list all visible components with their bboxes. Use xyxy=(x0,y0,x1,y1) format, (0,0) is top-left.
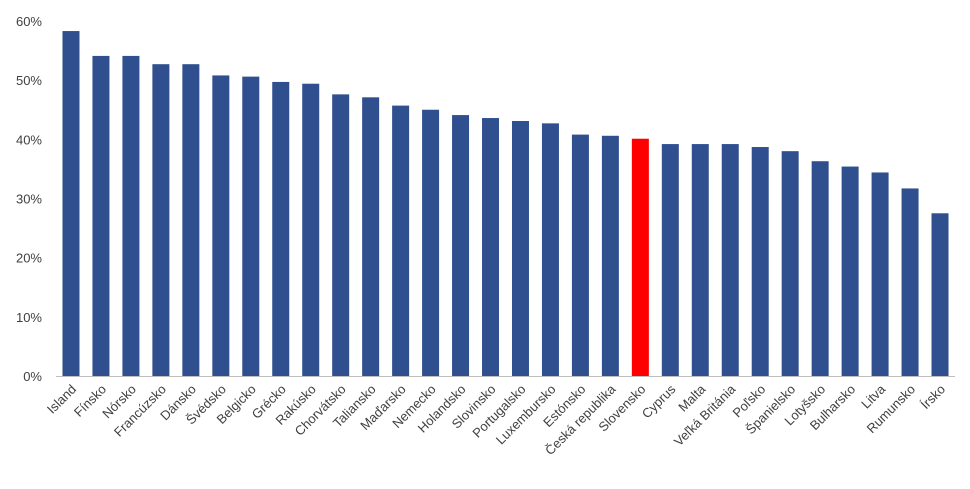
bar xyxy=(661,144,679,376)
bar xyxy=(452,115,470,376)
bar xyxy=(122,55,140,376)
y-tick-label: 0% xyxy=(23,369,42,384)
bar xyxy=(272,81,290,376)
y-tick-label: 10% xyxy=(16,310,42,325)
x-tick-label: Írsko xyxy=(918,382,949,413)
bar xyxy=(511,120,529,377)
bar xyxy=(901,188,919,376)
bar xyxy=(841,166,859,376)
bar xyxy=(182,64,200,376)
bar xyxy=(691,144,709,376)
y-tick-label: 30% xyxy=(16,192,42,207)
bar xyxy=(541,123,559,376)
bar xyxy=(302,83,320,376)
bar xyxy=(332,94,350,377)
bar xyxy=(571,134,589,376)
bar xyxy=(721,144,739,376)
y-axis: 0% 10% 20% 30% 40% 50% 60% xyxy=(16,14,42,384)
x-axis: IslandFínskoNórskoFrancúzskoDánskoŠvédsk… xyxy=(44,381,948,458)
y-tick-label: 40% xyxy=(16,132,42,147)
bar xyxy=(92,55,110,376)
bar xyxy=(931,213,949,376)
bar xyxy=(601,135,619,376)
bar xyxy=(362,97,380,376)
bar xyxy=(422,109,440,376)
bar xyxy=(751,147,769,376)
y-tick-label: 50% xyxy=(16,73,42,88)
bar xyxy=(781,151,799,376)
bar xyxy=(482,118,500,376)
y-tick-label: 20% xyxy=(16,251,42,266)
bar xyxy=(242,76,260,377)
bar xyxy=(62,31,80,377)
bar xyxy=(811,161,829,376)
bars xyxy=(62,31,949,377)
bar xyxy=(871,172,889,376)
bar xyxy=(392,105,410,377)
y-tick-label: 60% xyxy=(16,14,42,29)
bar-highlighted xyxy=(631,138,649,376)
bar xyxy=(212,75,230,377)
bar xyxy=(152,64,170,376)
x-tick-label: Cyprus xyxy=(639,381,679,421)
